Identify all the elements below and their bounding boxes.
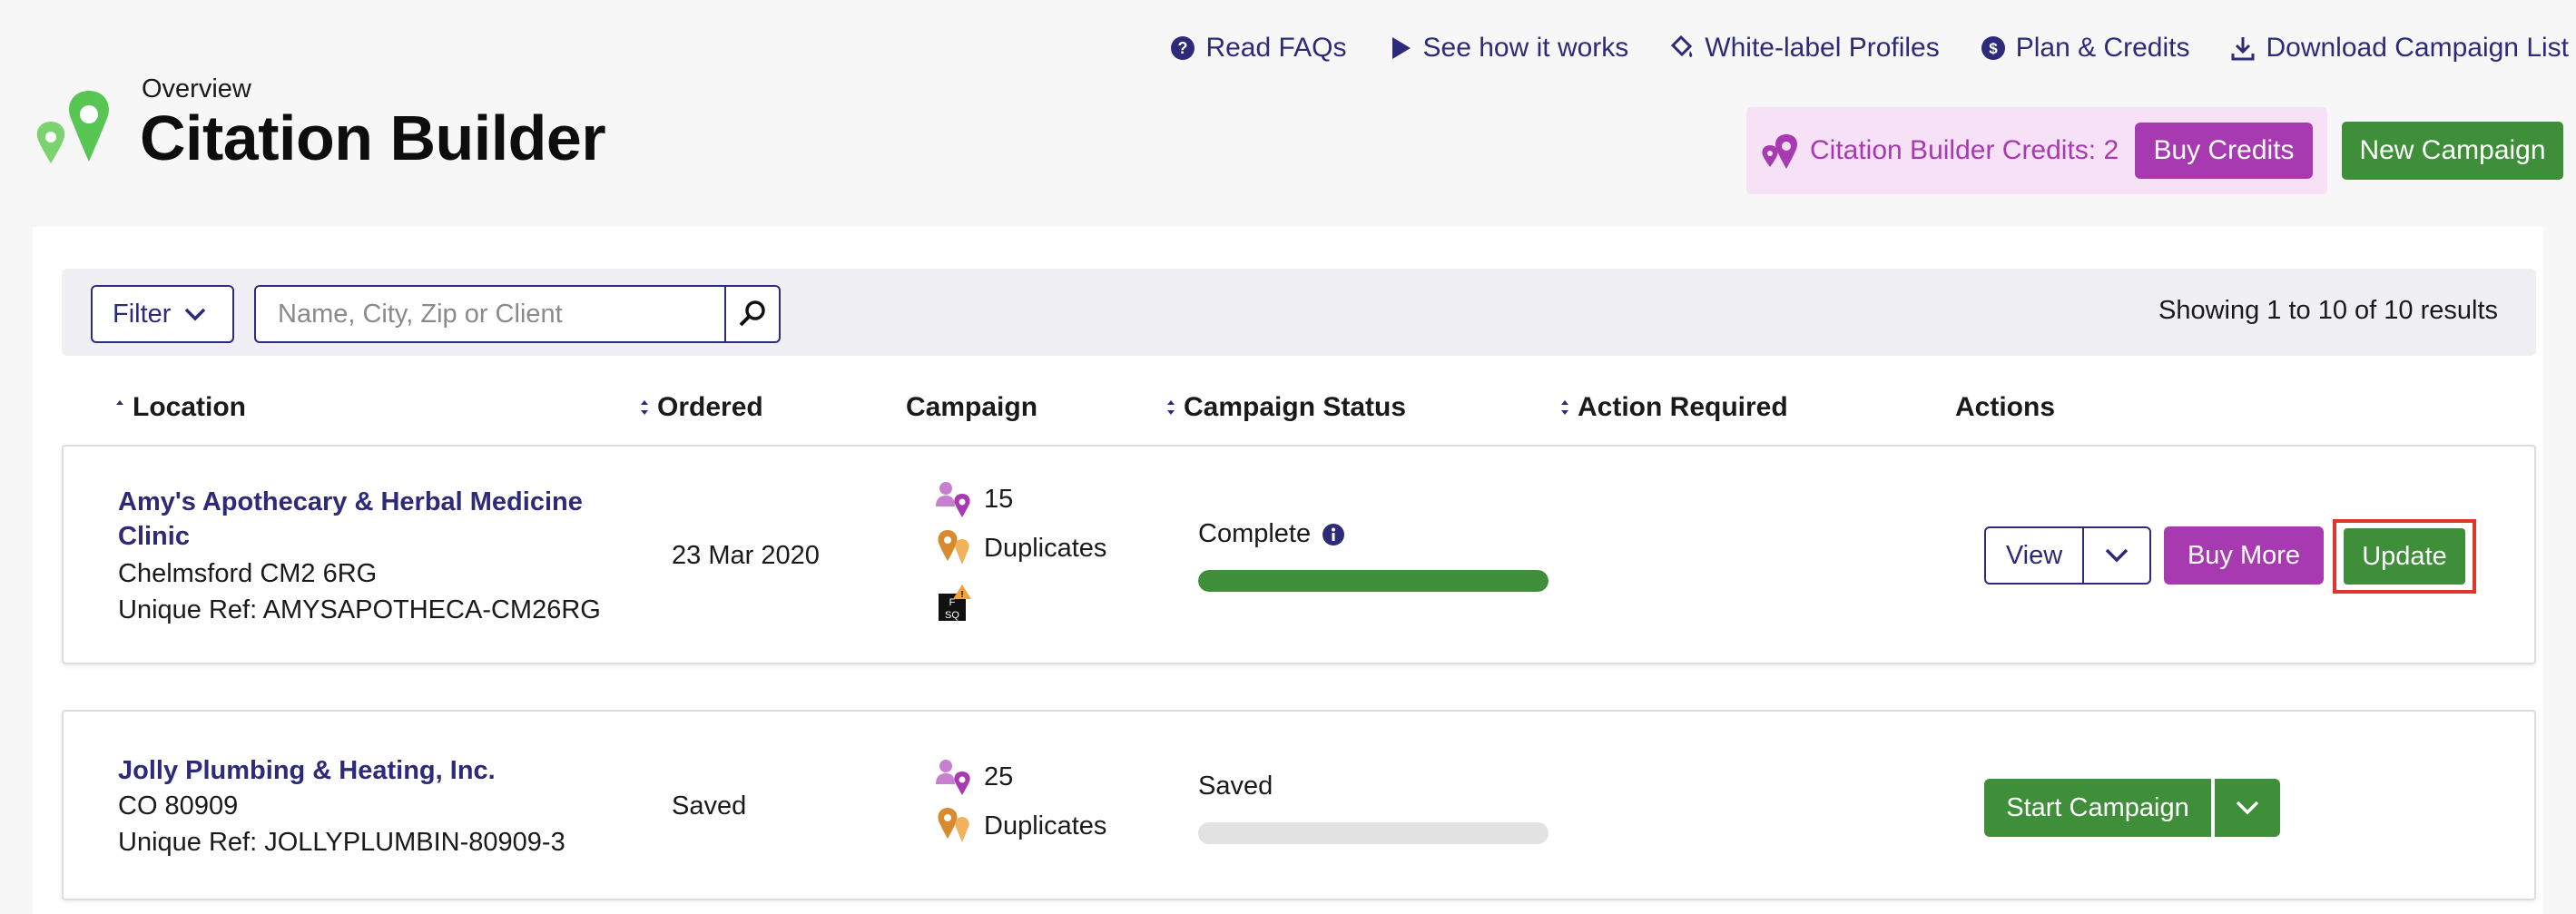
citation-pin-icon: [1762, 134, 1797, 169]
location-city: CO 80909: [118, 791, 239, 821]
svg-text:?: ?: [1178, 39, 1188, 57]
question-icon: ?: [1171, 36, 1195, 60]
location-name-link[interactable]: Amy's Apothecary & Herbal Medicine Clini…: [118, 487, 583, 551]
page-title: Citation Builder: [140, 103, 606, 173]
foursquare-warning-icon: F SQ !: [939, 585, 971, 621]
plan-credits-link[interactable]: $ Plan & Credits: [1980, 33, 2189, 64]
buy-more-button[interactable]: Buy More: [2164, 526, 2324, 585]
column-header-actions: Actions: [1955, 392, 2056, 422]
sort-icon: [116, 400, 123, 405]
info-icon[interactable]: [1322, 523, 1345, 546]
credits-panel: Citation Builder Credits: 2 Buy Credits: [1746, 107, 2327, 194]
column-header-action-required[interactable]: Action Required: [1559, 392, 1788, 423]
white-label-profiles-link[interactable]: White-label Profiles: [1668, 33, 1940, 64]
citation-builder-logo-icon: [36, 91, 109, 163]
duplicates-pin-icon: [938, 530, 969, 565]
dollar-icon: $: [1981, 36, 2005, 60]
sort-icon: [1561, 400, 1568, 415]
chevron-down-icon: [185, 308, 206, 321]
search-input[interactable]: [254, 285, 726, 343]
location-name-link[interactable]: Jolly Plumbing & Heating, Inc.: [118, 756, 496, 785]
column-header-campaign-status[interactable]: Campaign Status: [1165, 392, 1406, 423]
download-icon: [2231, 37, 2255, 61]
update-button-highlight: Update: [2333, 519, 2476, 594]
view-button[interactable]: View: [1984, 526, 2084, 585]
breadcrumb-overview: Overview: [142, 74, 251, 103]
read-faqs-link[interactable]: ? Read FAQs: [1169, 33, 1347, 64]
chevron-down-icon: [2105, 548, 2129, 563]
sort-icon: [641, 400, 648, 415]
location-city: Chelmsford CM2 6RG: [118, 559, 378, 588]
column-header-campaign: Campaign: [906, 392, 1038, 422]
credits-count: Citation Builder Credits: 2: [1810, 135, 2119, 165]
filter-dropdown[interactable]: Filter: [91, 285, 234, 343]
new-campaign-button[interactable]: New Campaign: [2342, 122, 2563, 180]
duplicates-label: Duplicates: [935, 528, 1106, 568]
buy-credits-button[interactable]: Buy Credits: [2135, 123, 2313, 179]
duplicates-label: Duplicates: [935, 806, 1106, 846]
location-ref: Unique Ref: AMYSAPOTHECA-CM26RG: [118, 595, 601, 624]
results-count: Showing 1 to 10 of 10 results: [2158, 296, 2498, 325]
column-header-ordered[interactable]: Ordered: [639, 392, 763, 423]
paint-bucket-icon: [1671, 34, 1693, 57]
svg-text:F: F: [949, 597, 956, 608]
location-ref: Unique Ref: JOLLYPLUMBIN-80909-3: [118, 828, 565, 857]
svg-text:SQ: SQ: [945, 610, 959, 621]
view-options-dropdown[interactable]: [2082, 526, 2151, 585]
download-campaign-list-link[interactable]: Download Campaign List: [2229, 33, 2569, 64]
status-progress-bar: [1198, 822, 1549, 844]
column-header-location[interactable]: Location: [114, 392, 246, 423]
play-icon: [1391, 37, 1411, 59]
campaign-list-panel: Filter Showing 1 to 10 of 10 results Loc…: [33, 227, 2543, 914]
update-button[interactable]: Update: [2344, 528, 2465, 585]
citation-count: 25: [935, 757, 1013, 797]
filter-bar: Filter Showing 1 to 10 of 10 results: [62, 269, 2536, 356]
campaign-status: Complete: [1198, 519, 1345, 549]
ordered-date: Saved: [672, 791, 747, 821]
status-progress-bar: [1198, 570, 1549, 592]
svg-text:$: $: [1989, 40, 1998, 57]
svg-text:!: !: [960, 590, 963, 600]
citation-count: 15: [935, 479, 1013, 519]
search-button[interactable]: [724, 285, 781, 343]
see-how-it-works-link[interactable]: See how it works: [1387, 33, 1628, 64]
chevron-down-icon: [2236, 801, 2259, 815]
start-campaign-dropdown[interactable]: [2215, 779, 2280, 837]
start-campaign-button[interactable]: Start Campaign: [1984, 779, 2211, 837]
duplicates-pin-icon: [938, 808, 969, 842]
campaign-status: Saved: [1198, 771, 1273, 801]
table-row: Amy's Apothecary & Herbal Medicine Clini…: [62, 445, 2536, 664]
users-pin-icon: [936, 482, 970, 517]
ordered-date: 23 Mar 2020: [672, 541, 820, 570]
users-pin-icon: [936, 760, 970, 795]
search-icon: [739, 300, 765, 327]
status-progress-fill: [1198, 570, 1549, 592]
table-row: Jolly Plumbing & Heating, Inc. CO 80909 …: [62, 710, 2536, 900]
sort-icon: [1167, 400, 1175, 415]
top-nav: ? Read FAQs See how it works White-label…: [1129, 33, 2569, 64]
